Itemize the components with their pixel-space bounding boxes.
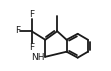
Text: F: F (15, 26, 20, 35)
Text: F: F (30, 43, 35, 52)
Text: NH: NH (31, 53, 45, 62)
Text: F: F (30, 10, 35, 19)
